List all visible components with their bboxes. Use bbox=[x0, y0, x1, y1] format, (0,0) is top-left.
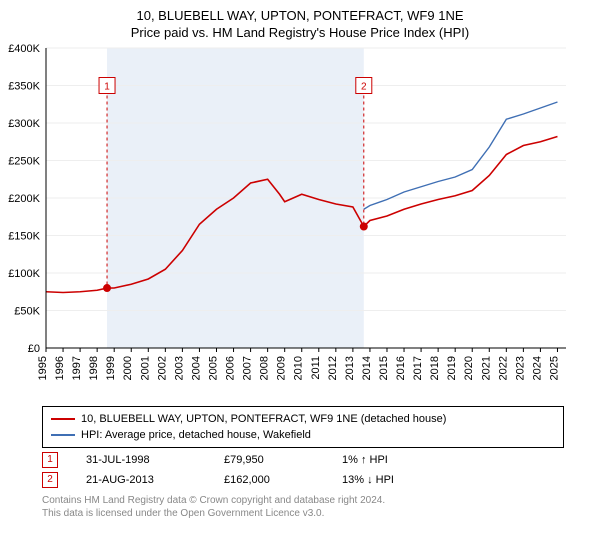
attribution-line: Contains HM Land Registry data © Crown c… bbox=[42, 494, 564, 507]
sale-date: 31-JUL-1998 bbox=[86, 454, 196, 466]
attribution: Contains HM Land Registry data © Crown c… bbox=[42, 494, 564, 520]
x-tick-label: 2001 bbox=[139, 356, 151, 380]
y-tick-label: £50K bbox=[14, 306, 40, 318]
title-sub: Price paid vs. HM Land Registry's House … bbox=[0, 25, 600, 40]
x-tick-label: 2003 bbox=[173, 356, 185, 380]
x-tick-label: 2020 bbox=[463, 356, 475, 380]
x-tick-label: 1998 bbox=[88, 356, 100, 380]
sale-price: £162,000 bbox=[224, 474, 314, 486]
sale-row: 2 21-AUG-2013 £162,000 13% ↓ HPI bbox=[42, 472, 564, 488]
chart-svg: £0 £50K £100K £150K £200K £250K £300K £350K £400… bbox=[0, 40, 600, 400]
x-tick-label: 2022 bbox=[497, 356, 509, 380]
sale-marker-number: 2 bbox=[361, 82, 367, 93]
x-tick-label: 2021 bbox=[480, 356, 492, 380]
x-tick-label: 2018 bbox=[429, 356, 441, 380]
attribution-line: This data is licensed under the Open Gov… bbox=[42, 507, 564, 520]
titles: 10, BLUEBELL WAY, UPTON, PONTEFRACT, WF9… bbox=[0, 0, 600, 40]
legend-swatch bbox=[51, 418, 75, 420]
x-tick-label: 2013 bbox=[344, 356, 356, 380]
legend-item: HPI: Average price, detached house, Wake… bbox=[51, 427, 555, 443]
x-tick-label: 2025 bbox=[548, 356, 560, 380]
legend: 10, BLUEBELL WAY, UPTON, PONTEFRACT, WF9… bbox=[42, 406, 564, 448]
sales-table: 1 31-JUL-1998 £79,950 1% ↑ HPI 2 21-AUG-… bbox=[42, 452, 564, 488]
sale-delta: 1% ↑ HPI bbox=[342, 454, 388, 466]
legend-label: HPI: Average price, detached house, Wake… bbox=[81, 427, 311, 443]
y-tick-label: £150K bbox=[8, 231, 40, 243]
sale-price: £79,950 bbox=[224, 454, 314, 466]
x-tick-label: 1996 bbox=[54, 356, 66, 380]
x-tick-label: 2014 bbox=[361, 356, 373, 380]
legend-swatch bbox=[51, 434, 75, 436]
x-tick-label: 1999 bbox=[105, 356, 117, 380]
y-tick-label: £400K bbox=[8, 43, 40, 55]
x-tick-label: 2010 bbox=[293, 356, 305, 380]
title-main: 10, BLUEBELL WAY, UPTON, PONTEFRACT, WF9… bbox=[0, 8, 600, 23]
chart: £0 £50K £100K £150K £200K £250K £300K £350K £400… bbox=[0, 40, 600, 400]
x-tick-label: 2002 bbox=[156, 356, 168, 380]
x-tick-label: 2009 bbox=[276, 356, 288, 380]
series-hpi bbox=[364, 102, 558, 209]
x-tick-label: 2012 bbox=[327, 356, 339, 380]
x-tick-label: 2016 bbox=[395, 356, 407, 380]
x-tick-label: 2004 bbox=[190, 356, 202, 380]
y-tick-label: £250K bbox=[8, 156, 40, 168]
sale-point bbox=[360, 223, 368, 231]
x-tick-label: 2019 bbox=[446, 356, 458, 380]
x-tick-label: 2005 bbox=[207, 356, 219, 380]
x-tick-label: 1995 bbox=[37, 356, 49, 380]
x-tick-label: 2015 bbox=[378, 356, 390, 380]
legend-item: 10, BLUEBELL WAY, UPTON, PONTEFRACT, WF9… bbox=[51, 411, 555, 427]
legend-label: 10, BLUEBELL WAY, UPTON, PONTEFRACT, WF9… bbox=[81, 411, 446, 427]
x-tick-label: 2008 bbox=[259, 356, 271, 380]
chart-container: 10, BLUEBELL WAY, UPTON, PONTEFRACT, WF9… bbox=[0, 0, 600, 520]
sale-marker-number: 1 bbox=[104, 82, 110, 93]
x-tick-label: 2023 bbox=[514, 356, 526, 380]
y-tick-label: £200K bbox=[8, 193, 40, 205]
y-tick-label: £300K bbox=[8, 118, 40, 130]
sale-row: 1 31-JUL-1998 £79,950 1% ↑ HPI bbox=[42, 452, 564, 468]
y-tick-label: £100K bbox=[8, 268, 40, 280]
sale-delta: 13% ↓ HPI bbox=[342, 474, 394, 486]
sale-marker-icon: 1 bbox=[42, 452, 58, 468]
x-tick-label: 2000 bbox=[122, 356, 134, 380]
x-tick-label: 1997 bbox=[71, 356, 83, 380]
y-tick-label: £0 bbox=[28, 343, 40, 355]
sale-marker-icon: 2 bbox=[42, 472, 58, 488]
sale-point bbox=[103, 284, 111, 292]
x-tick-label: 2006 bbox=[225, 356, 237, 380]
x-tick-label: 2011 bbox=[310, 356, 322, 380]
x-tick-label: 2024 bbox=[531, 356, 543, 380]
x-tick-label: 2017 bbox=[412, 356, 424, 380]
sale-date: 21-AUG-2013 bbox=[86, 474, 196, 486]
x-tick-label: 2007 bbox=[242, 356, 254, 380]
y-tick-label: £350K bbox=[8, 81, 40, 93]
